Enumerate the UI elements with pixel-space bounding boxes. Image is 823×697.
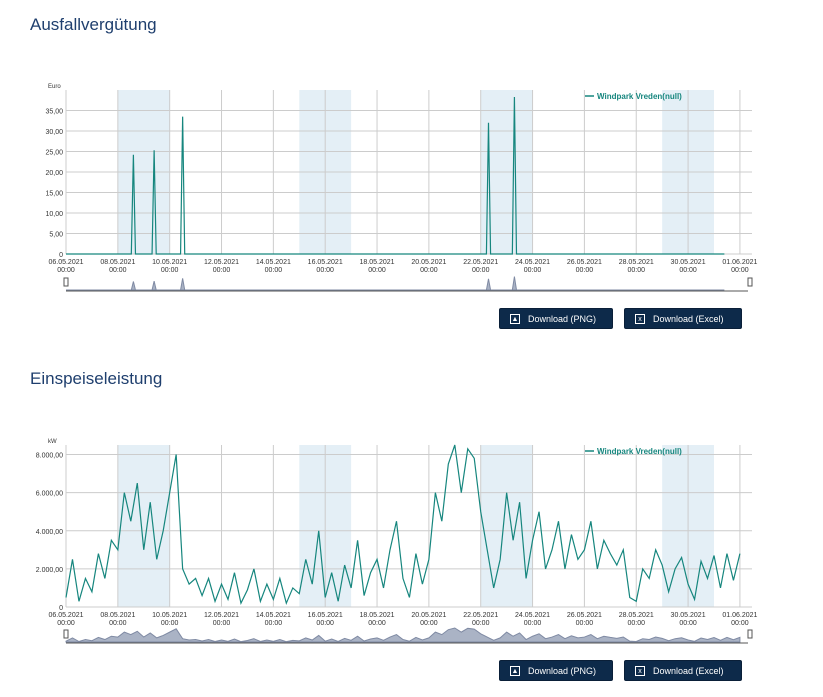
- download-excel-button[interactable]: x Download (Excel): [624, 308, 742, 329]
- y-tick-label: 30,00: [45, 129, 63, 136]
- x-tick-date: 08.05.2021: [100, 259, 135, 266]
- excel-icon: x: [635, 665, 645, 676]
- navigator-handle-left[interactable]: [63, 277, 69, 287]
- button-label: Download (PNG): [528, 665, 597, 676]
- x-tick-time: 00:00: [731, 267, 749, 274]
- x-tick-time: 00:00: [57, 620, 75, 627]
- x-tick-time: 00:00: [731, 620, 749, 627]
- x-tick-date: 24.05.2021: [515, 612, 550, 619]
- x-tick-date: 20.05.2021: [411, 259, 446, 266]
- series-line: [66, 96, 725, 255]
- x-tick-date: 26.05.2021: [567, 612, 602, 619]
- x-tick-date: 06.05.2021: [48, 259, 83, 266]
- image-icon: ▲: [510, 313, 520, 324]
- navigator-series: [65, 627, 741, 643]
- x-tick-time: 00:00: [213, 620, 231, 627]
- chart-ausfallverguetung: 0 5,00 10,00 15,00 20,00 25,00 30,00 35,00 06.05…: [45, 84, 758, 292]
- x-tick-time: 00:00: [420, 267, 438, 274]
- x-tick-date: 28.05.2021: [619, 612, 654, 619]
- y-tick-label: 2.000,00: [36, 567, 63, 574]
- x-tick-date: 30.05.2021: [671, 259, 706, 266]
- y-tick-label: 0: [59, 605, 63, 612]
- x-tick-time: 00:00: [420, 620, 438, 627]
- excel-icon: x: [635, 313, 645, 324]
- legend-label: Windpark Vreden(null): [597, 447, 682, 456]
- x-tick-date: 08.05.2021: [100, 612, 135, 619]
- x-tick-date: 01.06.2021: [722, 259, 757, 266]
- button-label: Download (Excel): [653, 665, 724, 676]
- x-tick-time: 00:00: [368, 620, 386, 627]
- button-label: Download (Excel): [653, 313, 724, 324]
- x-tick-time: 00:00: [109, 267, 127, 274]
- x-tick-date: 14.05.2021: [256, 612, 291, 619]
- x-tick-date: 20.05.2021: [411, 612, 446, 619]
- weekend-band: [480, 445, 533, 607]
- y-tick-label: 25,00: [45, 150, 63, 157]
- x-tick-date: 22.05.2021: [463, 612, 498, 619]
- x-tick-date: 10.05.2021: [152, 612, 187, 619]
- x-tick-date: 12.05.2021: [204, 259, 239, 266]
- y-tick-label: 6.000,00: [36, 491, 63, 498]
- x-tick-date: 28.05.2021: [619, 259, 654, 266]
- x-tick-time: 00:00: [109, 620, 127, 627]
- download-png-button[interactable]: ▲ Download (PNG): [499, 308, 613, 329]
- x-tick-time: 00:00: [679, 620, 697, 627]
- x-tick-time: 00:00: [576, 620, 594, 627]
- section-title-ausfallverguetung: Ausfallvergütung: [30, 15, 157, 34]
- x-tick-time: 00:00: [316, 620, 334, 627]
- y-tick-label: 35,00: [45, 109, 63, 116]
- button-label: Download (PNG): [528, 313, 597, 324]
- y-tick-label: 4.000,00: [36, 529, 63, 536]
- navigator-handle-left[interactable]: [63, 629, 69, 639]
- x-tick-time: 00:00: [524, 620, 542, 627]
- x-tick-date: 18.05.2021: [360, 612, 395, 619]
- x-tick-time: 00:00: [368, 267, 386, 274]
- y-tick-label: 8.000,00: [36, 453, 63, 460]
- y-tick-label: 10,00: [45, 211, 63, 218]
- x-tick-time: 00:00: [161, 267, 179, 274]
- y-tick-label: 20,00: [45, 170, 63, 177]
- x-tick-date: 06.05.2021: [48, 612, 83, 619]
- x-tick-time: 00:00: [57, 267, 75, 274]
- x-tick-time: 00:00: [265, 620, 283, 627]
- x-tick-date: 18.05.2021: [360, 259, 395, 266]
- y-tick-label: 0: [59, 252, 63, 259]
- x-tick-time: 00:00: [472, 620, 490, 627]
- x-tick-date: 22.05.2021: [463, 259, 498, 266]
- x-tick-time: 00:00: [161, 620, 179, 627]
- y-tick-label: 15,00: [45, 191, 63, 198]
- x-tick-date: 10.05.2021: [152, 259, 187, 266]
- navigator-handle-right[interactable]: [747, 629, 753, 639]
- x-tick-time: 00:00: [472, 267, 490, 274]
- x-tick-date: 16.05.2021: [308, 259, 343, 266]
- section-title-einspeiseleistung: Einspeiseleistung: [30, 369, 163, 388]
- download-png-button[interactable]: ▲ Download (PNG): [499, 660, 613, 681]
- x-tick-time: 00:00: [316, 267, 334, 274]
- x-tick-time: 00:00: [576, 267, 594, 274]
- x-tick-date: 24.05.2021: [515, 259, 550, 266]
- y-axis-label: kW: [48, 439, 57, 445]
- legend-label: Windpark Vreden(null): [597, 92, 682, 101]
- series-line: [65, 444, 741, 606]
- x-tick-date: 14.05.2021: [256, 259, 291, 266]
- y-axis-label: Euro: [48, 84, 61, 90]
- x-tick-date: 12.05.2021: [204, 612, 239, 619]
- image-icon: ▲: [510, 665, 520, 676]
- x-tick-time: 00:00: [524, 267, 542, 274]
- x-tick-date: 16.05.2021: [308, 612, 343, 619]
- x-tick-date: 01.06.2021: [722, 612, 757, 619]
- y-tick-label: 5,00: [49, 232, 63, 239]
- navigator-handle-right[interactable]: [747, 277, 753, 287]
- x-tick-time: 00:00: [627, 620, 645, 627]
- x-tick-time: 00:00: [679, 267, 697, 274]
- x-tick-time: 00:00: [265, 267, 283, 274]
- navigator-series: [66, 276, 725, 291]
- x-tick-date: 30.05.2021: [671, 612, 706, 619]
- download-excel-button[interactable]: x Download (Excel): [624, 660, 742, 681]
- x-tick-time: 00:00: [627, 267, 645, 274]
- weekend-band: [117, 445, 170, 607]
- x-tick-time: 00:00: [213, 267, 231, 274]
- x-tick-date: 26.05.2021: [567, 259, 602, 266]
